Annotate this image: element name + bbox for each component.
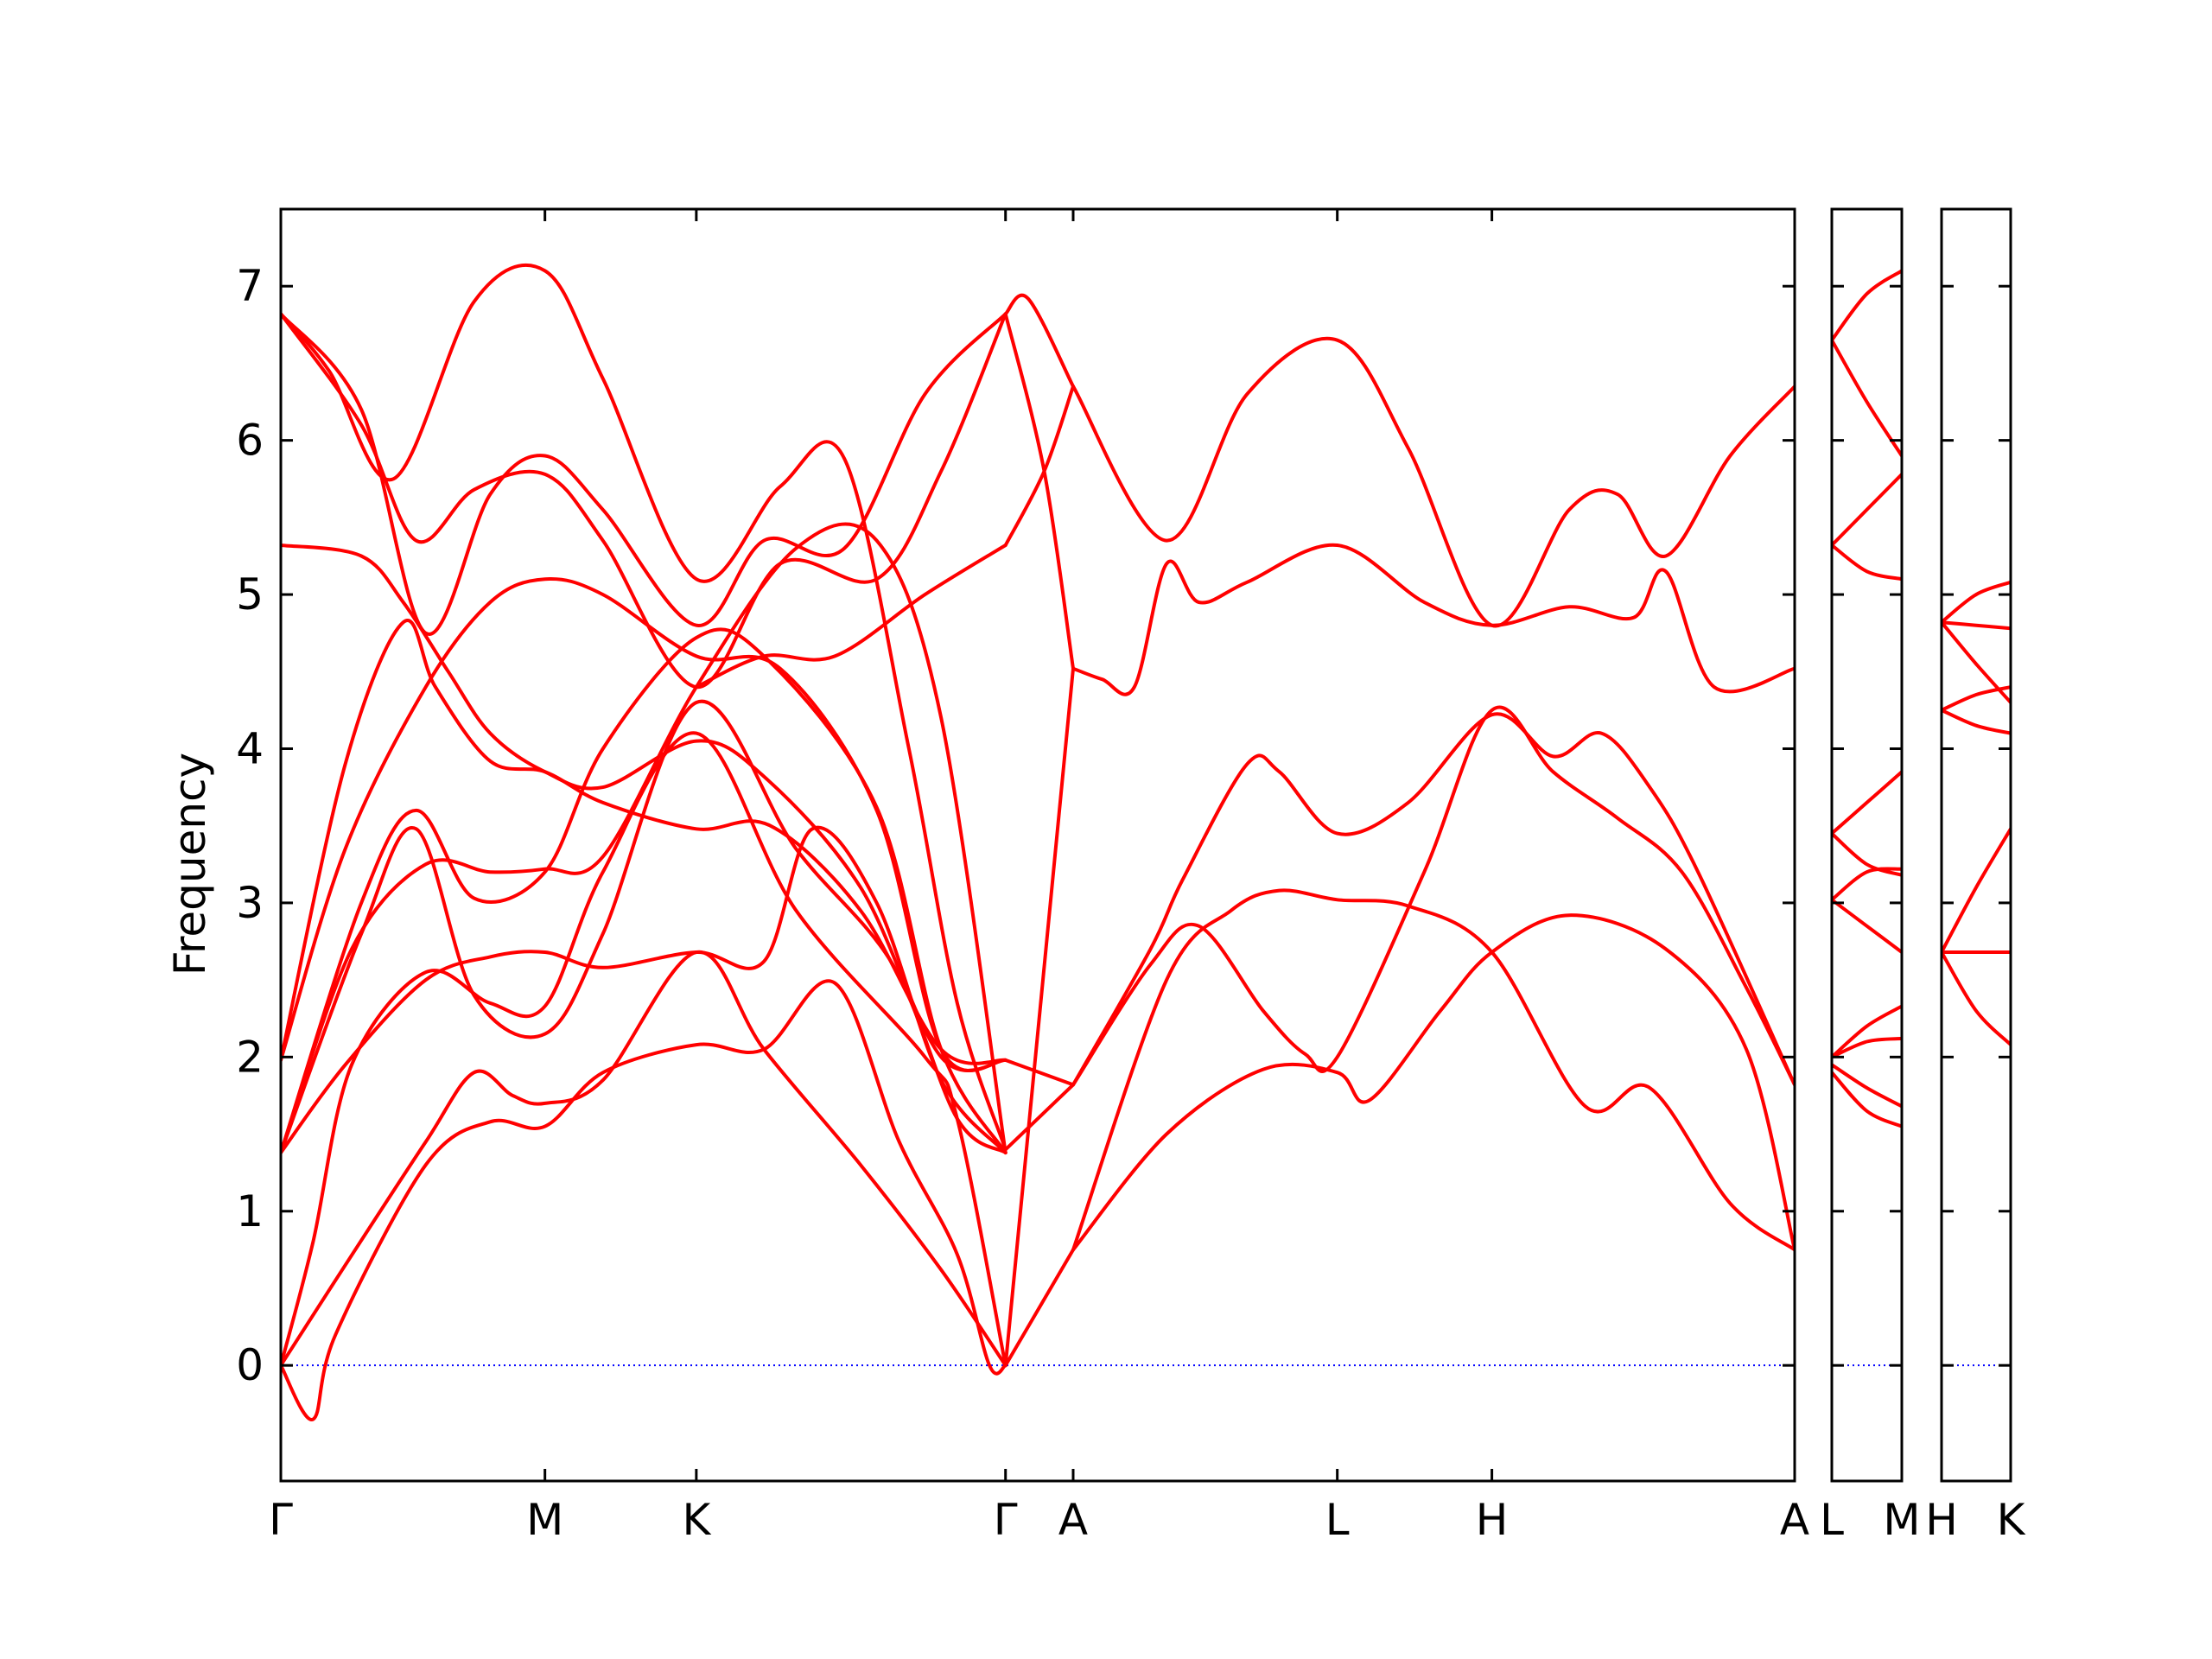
axes-frame <box>1940 207 2012 1483</box>
x-tick-label: L <box>1325 1495 1350 1545</box>
band-line <box>1942 827 2011 954</box>
band-line <box>1003 1058 1075 1087</box>
band-lines <box>1832 269 1902 1128</box>
band-lines <box>281 263 1795 1421</box>
band-line <box>1071 888 1795 1252</box>
band-line <box>1832 1071 1902 1128</box>
y-tick-label: 2 <box>236 1032 264 1082</box>
band-line <box>1942 620 2011 631</box>
band-line <box>281 825 1007 1154</box>
x-tick-label: Γ <box>269 1495 293 1545</box>
band-line <box>1832 472 1902 547</box>
band-line <box>1003 1248 1075 1368</box>
x-tick-label: K <box>1997 1495 2026 1545</box>
band-lines <box>1942 580 2011 1047</box>
band-line <box>281 731 1007 1368</box>
x-tick-label: M <box>526 1495 563 1545</box>
axes-frame <box>279 207 1796 1483</box>
band-line <box>1832 770 1902 836</box>
band-line <box>1071 913 1795 1252</box>
band-line <box>1942 620 2011 704</box>
band-line <box>1071 705 1795 1087</box>
x-tick-label: H <box>1925 1495 1958 1545</box>
band-line <box>281 263 1007 1152</box>
band-line <box>281 627 1007 1154</box>
band-line <box>1071 337 1795 628</box>
x-tick-label: A <box>1058 1495 1088 1545</box>
band-line <box>1942 950 2011 1047</box>
x-tick-label: L <box>1820 1495 1844 1545</box>
band-line <box>1832 867 1902 902</box>
band-line <box>1071 543 1795 696</box>
x-tick-label: M <box>1883 1495 1920 1545</box>
x-tick-label: H <box>1476 1495 1509 1545</box>
band-line <box>1832 1036 1902 1059</box>
band-line <box>1832 543 1902 582</box>
band-line <box>281 522 1007 1154</box>
band-line <box>1942 708 2011 735</box>
y-tick-label: 4 <box>236 723 264 773</box>
band-line <box>281 543 1007 1072</box>
band-line <box>1003 666 1075 1368</box>
band-line <box>1942 685 2011 712</box>
band-line <box>281 312 1007 690</box>
band-line <box>1832 898 1902 954</box>
band-line <box>1832 1004 1902 1059</box>
band-line <box>1832 831 1902 877</box>
band-line <box>1003 1083 1075 1152</box>
x-tick-label: Γ <box>994 1495 1018 1545</box>
axes-frame <box>1830 207 1904 1483</box>
x-tick-label: A <box>1780 1495 1809 1545</box>
x-tick-label: K <box>682 1495 711 1545</box>
band-line <box>281 979 1007 1421</box>
band-line <box>1003 293 1075 389</box>
band-line <box>281 950 1007 1368</box>
band-line <box>281 312 1007 636</box>
band-line <box>694 543 1007 690</box>
band-line <box>1832 269 1902 342</box>
band-line <box>1071 712 1795 1087</box>
band-line <box>1003 312 1075 671</box>
y-tick-label: 6 <box>236 416 264 466</box>
y-tick-label: 3 <box>236 878 264 928</box>
band-line <box>281 699 1007 1154</box>
y-axis-label: Frequency <box>165 753 215 976</box>
band-line <box>1942 580 2011 625</box>
band-line <box>1832 338 1902 458</box>
y-tick-label: 5 <box>236 569 264 620</box>
band-line <box>1832 1063 1902 1109</box>
band-line <box>281 576 1007 1072</box>
band-line <box>1003 385 1075 547</box>
y-tick-label: 7 <box>236 261 264 311</box>
y-tick-label: 1 <box>236 1186 264 1236</box>
y-tick-label: 0 <box>236 1340 264 1390</box>
